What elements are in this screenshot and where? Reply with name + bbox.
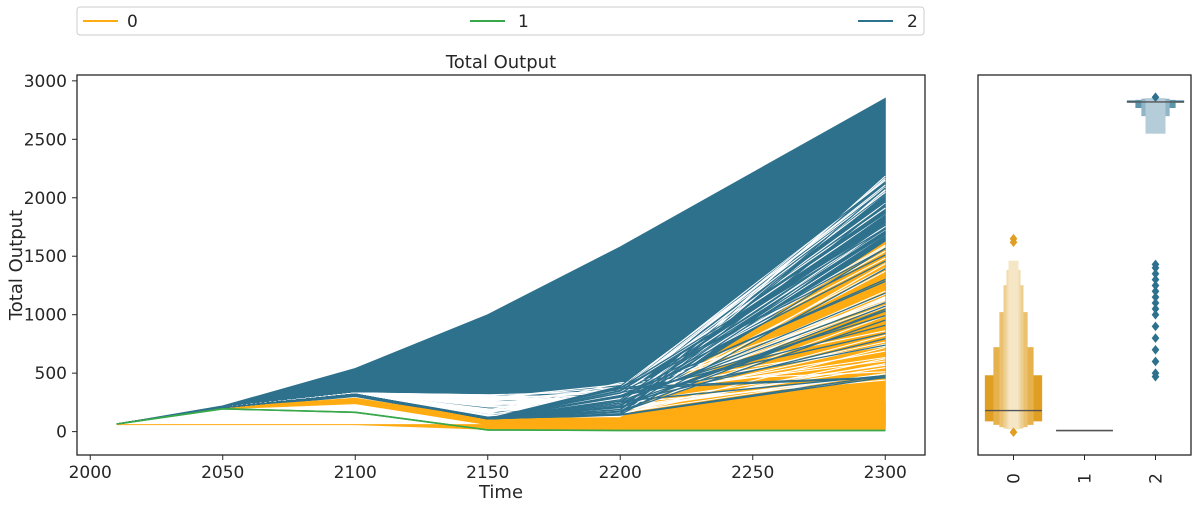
boxen-outlier-0 bbox=[1009, 427, 1018, 438]
x-tick-label: 2150 bbox=[466, 463, 509, 483]
boxen-outlier-2 bbox=[1151, 321, 1160, 332]
line-plot-frame bbox=[76, 74, 926, 456]
boxen-box-0 bbox=[1008, 260, 1019, 430]
x-tick-label: 2100 bbox=[334, 463, 377, 483]
x-tick-label: 2050 bbox=[201, 463, 244, 483]
y-tick-label: 500 bbox=[35, 364, 67, 384]
x-tick-label: 2300 bbox=[864, 463, 907, 483]
y-tick-label: 3000 bbox=[24, 72, 67, 92]
y-tick-label: 2500 bbox=[24, 130, 67, 150]
boxen-outlier-2 bbox=[1151, 333, 1160, 343]
boxen-outlier-2 bbox=[1151, 356, 1160, 367]
boxen-outlier-2 bbox=[1151, 92, 1160, 103]
y-tick-label: 0 bbox=[56, 423, 67, 443]
series-1-line-front bbox=[116, 407, 886, 432]
boxen-category-label: 1 bbox=[1076, 473, 1096, 484]
y-tick-label: 2000 bbox=[24, 189, 67, 209]
boxen-plot-area bbox=[984, 92, 1185, 438]
legend-label-0: 0 bbox=[127, 12, 138, 32]
boxen-plot-axes: 0 1 2 bbox=[1005, 455, 1167, 484]
line-plot-area bbox=[116, 97, 886, 432]
legend-label-1: 1 bbox=[518, 12, 529, 32]
x-tick-label: 2200 bbox=[599, 463, 642, 483]
series-0-low-band bbox=[116, 401, 886, 431]
boxen-category-label: 2 bbox=[1147, 473, 1167, 484]
y-tick-label: 1500 bbox=[24, 247, 67, 267]
boxen-outlier-2 bbox=[1151, 309, 1160, 320]
x-tick-label: 2250 bbox=[731, 463, 774, 483]
series-2-line bbox=[116, 227, 886, 425]
boxen-plot-frame bbox=[977, 74, 1192, 456]
chart-title: Total Output bbox=[445, 52, 556, 73]
boxen-outlier-2 bbox=[1151, 344, 1160, 355]
x-tick-label: 2000 bbox=[69, 463, 112, 483]
boxen-outlier-0 bbox=[1009, 233, 1018, 244]
legend: 0 1 2 bbox=[76, 6, 925, 36]
x-axis-label: Time bbox=[478, 482, 523, 503]
legend-label-2: 2 bbox=[907, 12, 918, 32]
boxen-outlier-2 bbox=[1151, 371, 1160, 382]
boxen-box-2 bbox=[1145, 98, 1166, 134]
y-axis-label: Total Output bbox=[6, 210, 27, 321]
boxen-category-label: 0 bbox=[1005, 473, 1025, 484]
y-tick-label: 1000 bbox=[24, 306, 67, 326]
line-plot-axes: 2000 2050 2100 2150 2200 2250 2300 0 500 1000 1500… bbox=[24, 72, 907, 483]
